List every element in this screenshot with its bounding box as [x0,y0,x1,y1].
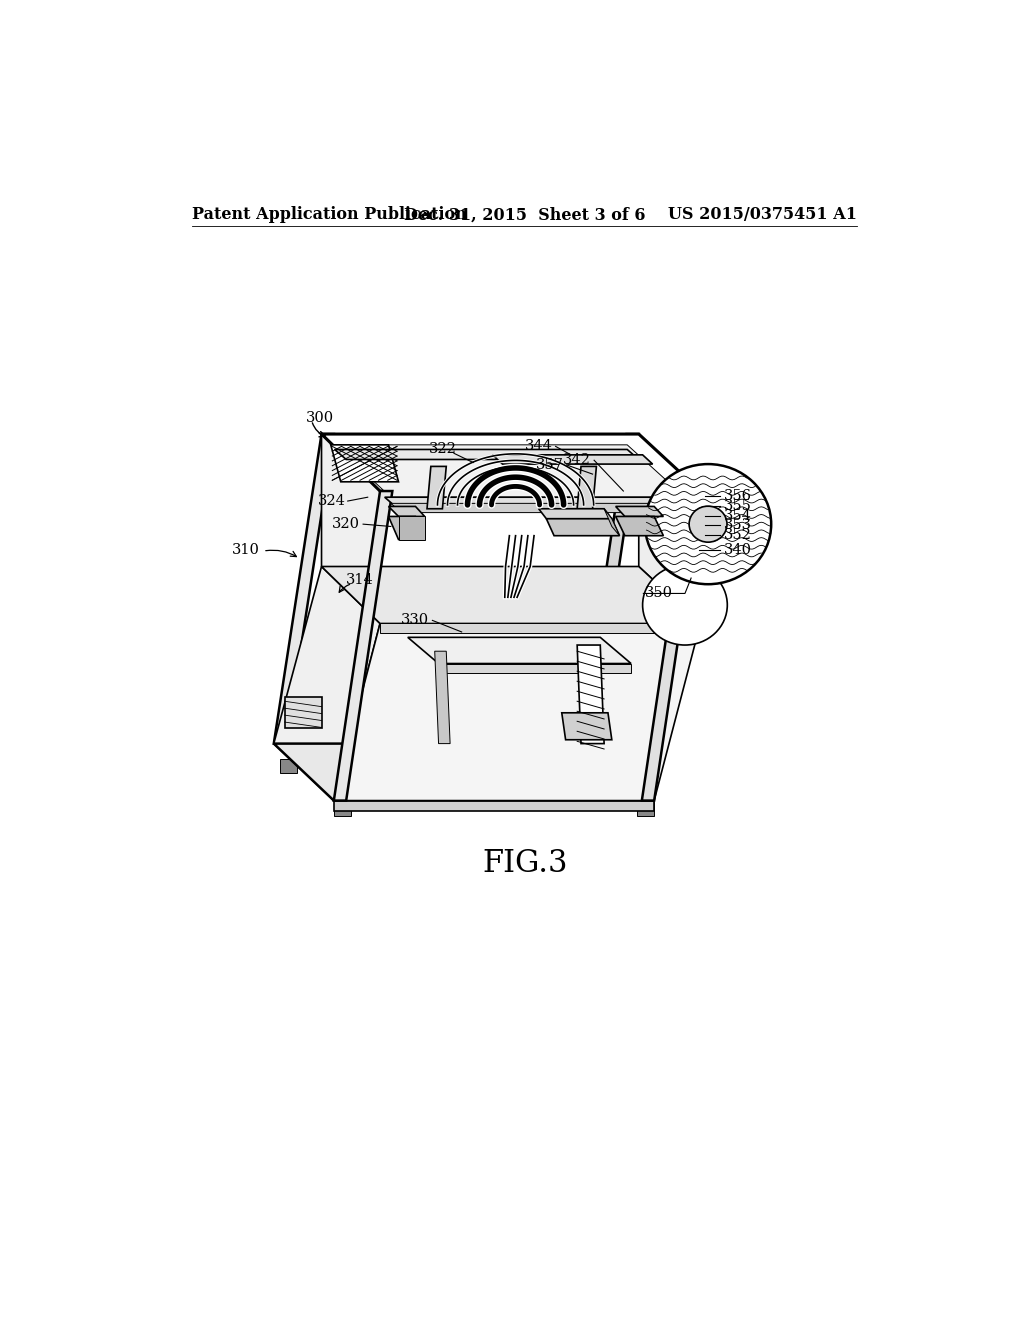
Text: 300: 300 [306,411,334,425]
Text: 353: 353 [724,517,752,532]
Polygon shape [589,759,605,774]
Text: 310: 310 [232,543,260,557]
Text: 340: 340 [724,543,752,557]
Polygon shape [322,434,700,491]
Polygon shape [438,664,631,673]
Polygon shape [562,713,611,739]
Text: 322: 322 [428,442,457,457]
Polygon shape [427,466,446,508]
Text: FIG.3: FIG.3 [482,847,567,879]
Polygon shape [334,623,700,800]
Text: US 2015/0375451 A1: US 2015/0375451 A1 [669,206,857,223]
Polygon shape [335,445,685,498]
Polygon shape [615,516,664,536]
Ellipse shape [689,506,727,543]
Ellipse shape [645,465,771,585]
Text: 320: 320 [332,517,360,531]
Polygon shape [493,455,652,465]
Polygon shape [578,645,604,743]
Polygon shape [391,503,658,512]
Polygon shape [398,516,425,540]
Polygon shape [581,434,639,743]
Polygon shape [273,743,654,800]
Polygon shape [637,803,654,816]
Polygon shape [604,508,620,536]
Polygon shape [273,566,380,800]
Text: 354: 354 [724,508,752,523]
Text: Patent Application Publication: Patent Application Publication [193,206,467,223]
Polygon shape [280,759,297,774]
Polygon shape [273,434,334,743]
Text: 350: 350 [645,586,673,601]
Polygon shape [408,638,631,664]
Polygon shape [285,697,322,729]
Text: 352: 352 [724,528,752,543]
Polygon shape [547,519,620,536]
Text: 342: 342 [563,453,591,467]
Ellipse shape [643,565,727,645]
Text: 356: 356 [724,488,752,503]
Text: 355: 355 [724,499,752,513]
Polygon shape [385,498,666,507]
Polygon shape [435,651,451,743]
Text: 330: 330 [401,614,429,627]
Polygon shape [615,507,664,516]
Polygon shape [642,491,700,800]
Polygon shape [322,434,380,623]
Polygon shape [331,445,398,482]
Text: 344: 344 [524,440,553,453]
Polygon shape [578,466,596,508]
Polygon shape [539,508,611,519]
Polygon shape [639,434,700,623]
Polygon shape [334,800,654,812]
Text: 324: 324 [318,494,346,508]
Polygon shape [380,623,700,632]
Text: 357: 357 [536,458,563,471]
Text: Dec. 31, 2015  Sheet 3 of 6: Dec. 31, 2015 Sheet 3 of 6 [404,206,645,223]
Polygon shape [388,516,425,540]
Polygon shape [335,449,639,459]
Text: 314: 314 [346,573,374,586]
Polygon shape [322,566,700,623]
Polygon shape [334,803,351,816]
Polygon shape [388,507,425,516]
Polygon shape [334,491,392,800]
